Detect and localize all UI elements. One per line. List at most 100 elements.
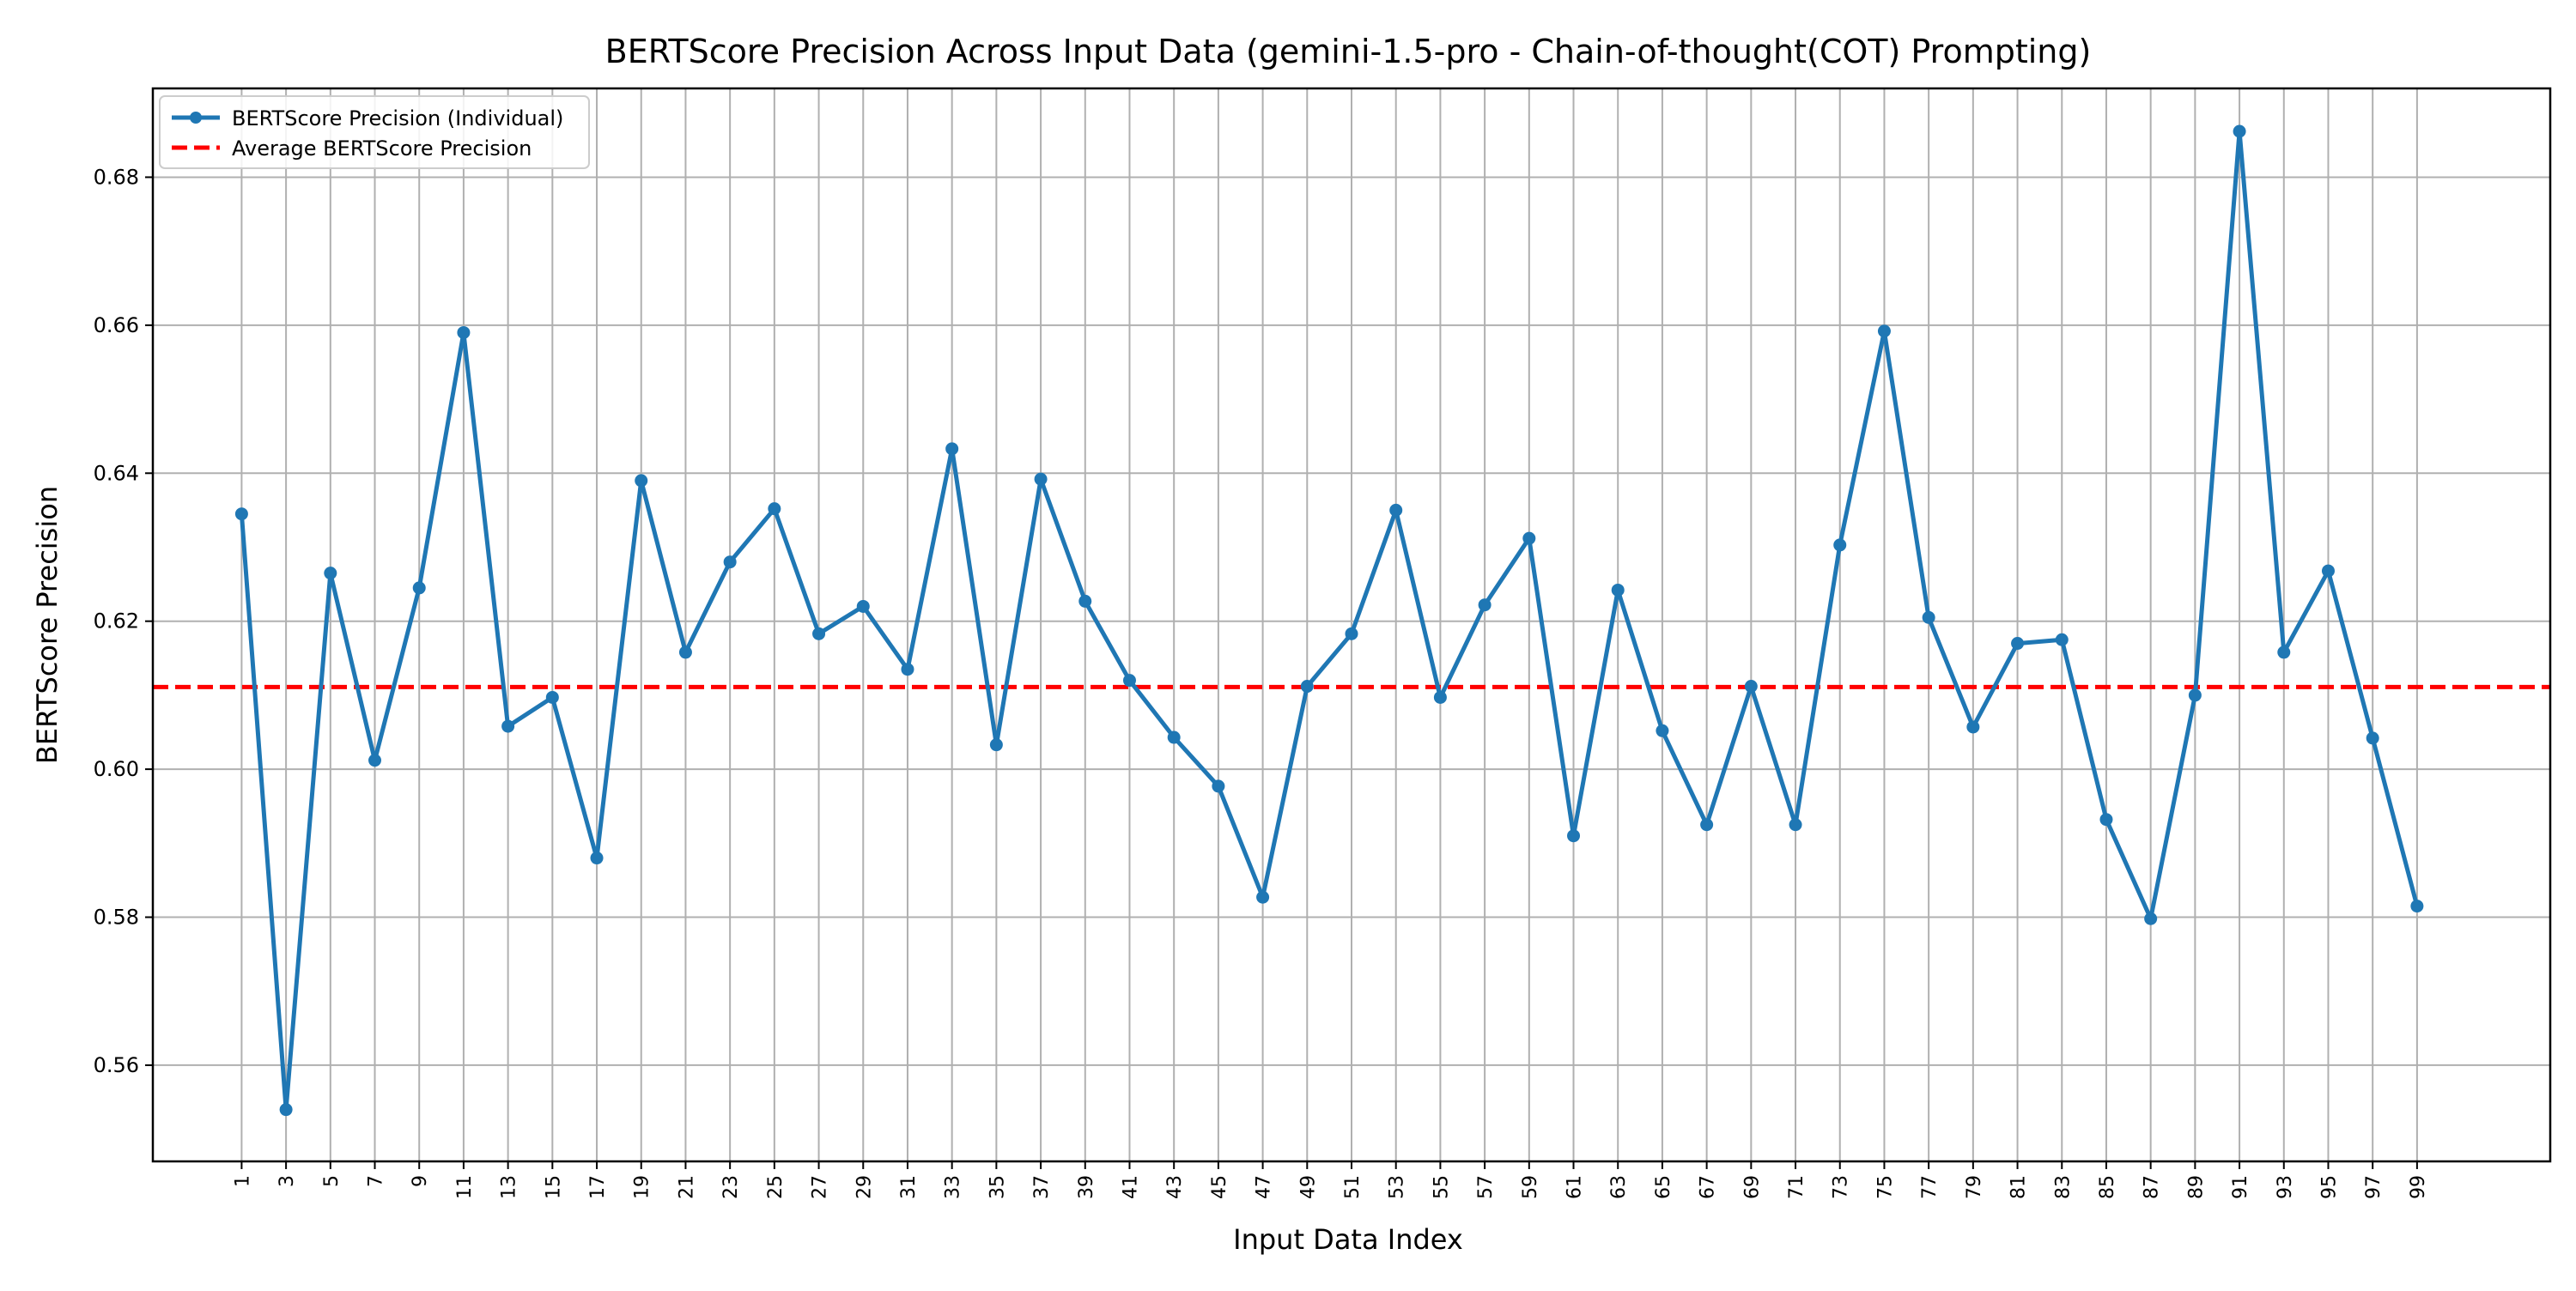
series-line-individual: [239, 129, 2420, 1112]
data-point: [1611, 583, 1625, 597]
data-point: [678, 646, 692, 659]
x-tick-label: 63: [1608, 1175, 1630, 1199]
data-point: [368, 754, 382, 767]
data-point: [2321, 564, 2335, 578]
data-point: [945, 442, 959, 456]
data-point: [1345, 627, 1358, 640]
data-point: [234, 507, 248, 521]
x-tick-label: 71: [1786, 1175, 1807, 1199]
x-tick-label: 3: [276, 1175, 298, 1187]
x-tick-label: 47: [1254, 1175, 1275, 1199]
legend-label-individual: BERTScore Precision (Individual): [232, 106, 563, 130]
y-tick-label: 0.64: [94, 461, 139, 485]
data-point: [590, 852, 604, 865]
data-point: [2410, 900, 2424, 913]
data-point: [1744, 680, 1758, 694]
x-tick-label: 43: [1164, 1175, 1186, 1199]
data-point: [412, 581, 426, 595]
x-tick-label: 21: [676, 1175, 697, 1199]
x-tick-label: 5: [321, 1175, 343, 1187]
y-tick-label: 0.60: [94, 757, 139, 781]
x-tick-label: 19: [632, 1175, 653, 1199]
x-tick-label: 83: [2052, 1175, 2074, 1199]
data-point: [1478, 598, 1492, 612]
data-point: [2366, 731, 2379, 745]
legend: BERTScore Precision (Individual) Average…: [159, 95, 590, 169]
x-tick-label: 35: [987, 1175, 1008, 1199]
data-point: [1966, 720, 1980, 734]
y-tick-label: 0.56: [94, 1053, 139, 1077]
x-tick-label: 51: [1342, 1175, 1364, 1199]
series-layer: [234, 124, 2424, 1117]
data-point: [2233, 124, 2246, 138]
x-tick-label: 55: [1431, 1175, 1452, 1199]
x-tick-label: 13: [499, 1175, 520, 1199]
x-tick-label: 99: [2408, 1175, 2429, 1199]
x-tick-label: 59: [1520, 1175, 1541, 1199]
x-tick-label: 7: [366, 1175, 387, 1187]
x-tick-label: 1: [232, 1175, 253, 1187]
x-tick-label: 87: [2142, 1175, 2163, 1199]
legend-label-average: Average BERTScore Precision: [232, 136, 532, 161]
x-tick-label: 49: [1297, 1175, 1319, 1199]
x-tick-label: 79: [1964, 1175, 1985, 1199]
data-point: [1433, 690, 1447, 704]
x-tick-label: 9: [410, 1175, 431, 1187]
data-point: [2144, 912, 2158, 925]
data-point: [856, 599, 870, 613]
data-point: [1877, 324, 1891, 338]
data-point: [901, 663, 914, 676]
x-tick-label: 77: [1919, 1175, 1941, 1199]
data-point: [1389, 503, 1403, 517]
x-tick-label: 75: [1874, 1175, 1896, 1199]
x-tick-label: 81: [2008, 1175, 2030, 1199]
x-tick-label: 65: [1653, 1175, 1674, 1199]
data-point: [2011, 637, 2025, 651]
y-tick-label: 0.58: [94, 906, 139, 930]
data-point: [723, 555, 737, 569]
data-point: [2188, 688, 2202, 702]
data-point: [1833, 538, 1847, 552]
x-tick-label: 39: [1076, 1175, 1097, 1199]
x-tick-label: 97: [2363, 1175, 2385, 1199]
x-tick-label: 95: [2318, 1175, 2340, 1199]
x-tick-label: 85: [2097, 1175, 2118, 1199]
x-tick-label: 15: [543, 1175, 564, 1199]
legend-marker-individual: [190, 112, 202, 124]
y-tick-label: 0.68: [94, 165, 139, 189]
data-point: [1034, 472, 1048, 486]
x-tick-label: 67: [1698, 1175, 1719, 1199]
x-tick-label: 23: [720, 1175, 742, 1199]
x-tick-label: 89: [2185, 1175, 2207, 1199]
data-point: [1212, 779, 1225, 793]
x-tick-label: 93: [2275, 1175, 2296, 1199]
grid-lines: [153, 88, 2550, 1161]
x-tick-label: 29: [854, 1175, 875, 1199]
y-tick-label: 0.62: [94, 609, 139, 633]
x-tick-label: 69: [1741, 1175, 1763, 1199]
data-point: [324, 567, 337, 580]
x-tick-label: 53: [1387, 1175, 1408, 1199]
x-tick-label: 73: [1831, 1175, 1852, 1199]
data-point: [457, 325, 471, 339]
data-point: [1656, 724, 1669, 737]
data-point: [1922, 610, 1935, 624]
x-tick-label: 37: [1031, 1175, 1053, 1199]
x-axis-ticks: 1 3 5 7 9 11 13 15 17 19 21 23 25 27 29 31 33 35 37 39 41 43 4…: [232, 1161, 2429, 1199]
x-tick-label: 25: [765, 1175, 787, 1199]
y-tick-label: 0.66: [94, 313, 139, 337]
x-tick-label: 31: [898, 1175, 920, 1199]
data-point: [635, 474, 648, 488]
data-point: [1789, 818, 1802, 832]
x-tick-label: 91: [2230, 1175, 2251, 1199]
data-point: [501, 719, 515, 733]
data-point: [812, 627, 826, 640]
x-tick-label: 41: [1120, 1175, 1141, 1199]
x-tick-label: 45: [1209, 1175, 1230, 1199]
x-tick-label: 33: [943, 1175, 964, 1199]
y-axis-label: BERTScore Precision: [31, 486, 64, 764]
x-tick-label: 27: [810, 1175, 831, 1199]
x-tick-label: 11: [454, 1175, 476, 1199]
data-point: [1122, 674, 1136, 688]
